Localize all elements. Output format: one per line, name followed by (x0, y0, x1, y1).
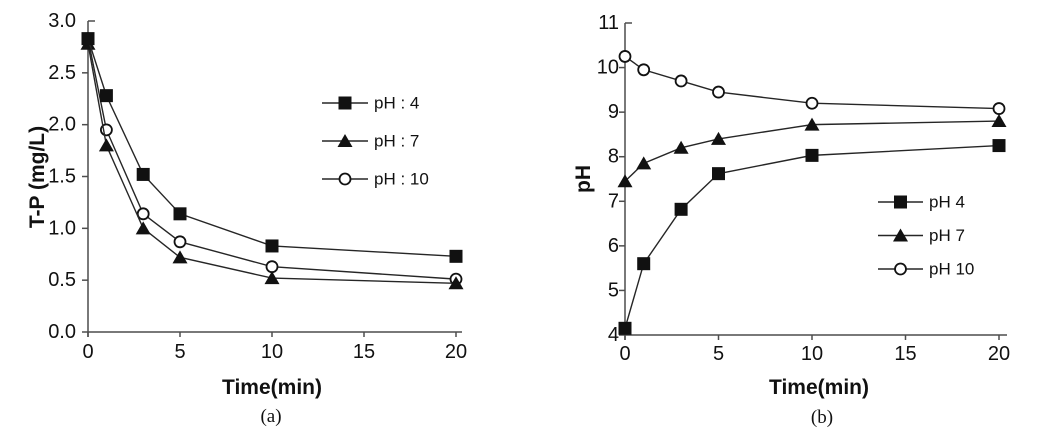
y-tick-label: 0.5 (48, 269, 76, 291)
circle-marker (338, 172, 352, 186)
circle-marker (992, 102, 1006, 115)
y-axis-title: pH (572, 165, 595, 193)
x-tick-label: 15 (894, 343, 916, 365)
series-line (87, 38, 457, 280)
legend: pH : 4 pH : 7 pH : 10 (322, 94, 429, 189)
axes: 3.0 2.5 2.0 1.5 1.0 0.5 0.0 0 5 10 15 20 (48, 10, 467, 363)
triangle-marker (991, 114, 1007, 128)
x-tick-label: 5 (174, 341, 185, 363)
circle-marker (894, 262, 907, 276)
x-tick-label: 0 (82, 341, 93, 363)
series-line (87, 38, 457, 258)
square-marker (265, 239, 279, 253)
legend-item: pH 7 (878, 226, 965, 245)
y-tick-label: 10 (597, 57, 619, 79)
square-marker (712, 167, 725, 181)
x-tick-label: 10 (261, 341, 283, 363)
x-tick-label: 10 (801, 343, 823, 365)
legend-label: pH 7 (929, 226, 965, 245)
axes: 11 10 9 8 7 6 5 40 5 10 15 20 (597, 12, 1010, 365)
chart-caption: (b) (810, 407, 834, 428)
square-marker (173, 207, 187, 221)
y-tick-label: 2.5 (48, 62, 76, 84)
circle-marker (618, 50, 632, 63)
legend: pH 4 pH 7 pH 10 (878, 193, 974, 279)
square-marker (618, 321, 632, 335)
chart-caption: (a) (260, 406, 282, 427)
x-tick-label: 5 (713, 343, 724, 365)
triangle-marker (135, 221, 151, 235)
circle-marker (265, 260, 279, 274)
triangle-marker (337, 134, 353, 147)
x-axis-title: Time(min) (769, 376, 869, 399)
legend-label: pH : 10 (374, 170, 429, 189)
triangle-marker (711, 131, 726, 145)
y-tick-label: 1.5 (48, 166, 76, 188)
y-tick-label: 0.0 (48, 321, 76, 343)
circle-marker (136, 207, 150, 221)
triangle-marker (172, 250, 188, 264)
legend-label: pH 10 (929, 260, 974, 279)
y-tick-label: 7 (608, 190, 619, 212)
triangle-marker (673, 140, 689, 154)
series-ph-7 (80, 36, 464, 290)
series-line (624, 144, 1000, 329)
y-tick-label: 3.0 (48, 10, 76, 32)
y-tick-label: 5 (608, 279, 619, 301)
legend-item: pH : 4 (322, 94, 419, 113)
x-axis-title: Time(min) (222, 376, 322, 399)
legend-item: pH 10 (878, 260, 974, 279)
chart-b-canvas: 11 10 9 8 7 6 5 40 5 10 15 20 pH 4 pH 7 pH 10 (597, 12, 1010, 365)
series-ph-4 (81, 32, 463, 263)
triangle-marker (98, 138, 114, 152)
series-line (87, 43, 457, 284)
square-marker (99, 89, 113, 103)
circle-marker (674, 74, 688, 88)
y-tick-label: 6 (608, 235, 619, 257)
y-tick-label: 9 (608, 101, 619, 123)
triangle-marker (804, 117, 820, 131)
triangle-marker (617, 174, 633, 188)
square-marker (992, 139, 1006, 153)
x-tick-label: 15 (353, 341, 375, 363)
series-ph-7 (617, 114, 1007, 188)
legend-item: pH : 7 (322, 132, 419, 151)
triangle-marker (264, 271, 280, 285)
square-marker (81, 32, 95, 46)
x-tick-label: 0 (619, 343, 630, 365)
square-marker (674, 202, 688, 216)
legend-label: pH : 7 (374, 132, 419, 151)
legend-label: pH : 4 (374, 94, 419, 113)
square-marker (637, 257, 651, 271)
square-marker (449, 249, 463, 263)
square-marker (894, 195, 907, 209)
square-marker (338, 96, 352, 110)
y-tick-label: 1.0 (48, 217, 76, 239)
series-ph-10 (618, 50, 1006, 115)
circle-marker (173, 235, 187, 249)
y-tick-label: 11 (598, 12, 619, 34)
triangle-marker (893, 228, 908, 242)
legend-label: pH 4 (929, 193, 965, 212)
series-ph-4 (618, 139, 1006, 335)
triangle-marker (636, 156, 652, 170)
square-marker (805, 148, 819, 162)
triangle-marker (448, 276, 464, 290)
y-tick-label: 2.0 (48, 114, 76, 136)
y-tick-label: 8 (608, 146, 619, 168)
legend-item: pH : 10 (322, 170, 429, 189)
legend-item: pH 4 (878, 193, 965, 212)
x-tick-label: 20 (445, 341, 467, 363)
y-tick-label: 4 (608, 324, 619, 346)
circle-marker (805, 96, 819, 110)
x-tick-label: 20 (988, 343, 1010, 365)
chart-a: 3.0 2.5 2.0 1.5 1.0 0.5 0.0 0 5 10 15 20 pH : 4 pH : … (26, 10, 467, 427)
circle-marker (637, 63, 651, 77)
y-axis-title: T-P (mg/L) (26, 125, 49, 229)
circle-marker (712, 85, 725, 99)
square-marker (136, 167, 150, 181)
chart-b: 11 10 9 8 7 6 5 4 0 5 10 15 20 pH 4 pH 7 pH 10 pH Time(… (527, 0, 1054, 435)
